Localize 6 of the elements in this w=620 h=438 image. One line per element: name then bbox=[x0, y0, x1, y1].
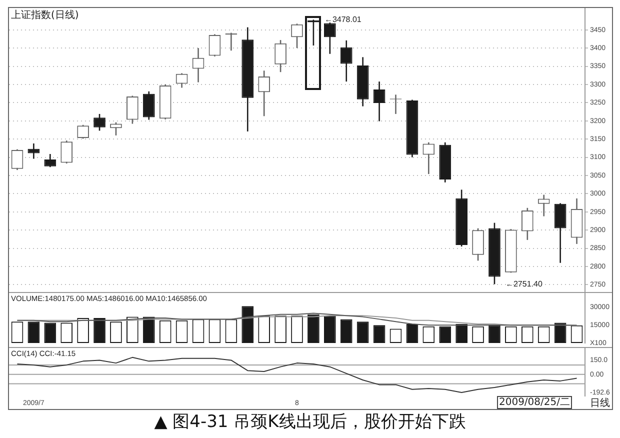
text: 2009/08/25/二 bbox=[496, 396, 572, 409]
chart-title: 上证指数(日线) bbox=[11, 10, 79, 21]
text: 日线 bbox=[590, 398, 610, 409]
text: ▲ 图4-31 吊颈K线出现后，股价开始下跌 bbox=[153, 412, 467, 432]
annotation: ←2751.40 bbox=[505, 279, 543, 288]
annotation: ←3478.01 bbox=[324, 14, 362, 24]
